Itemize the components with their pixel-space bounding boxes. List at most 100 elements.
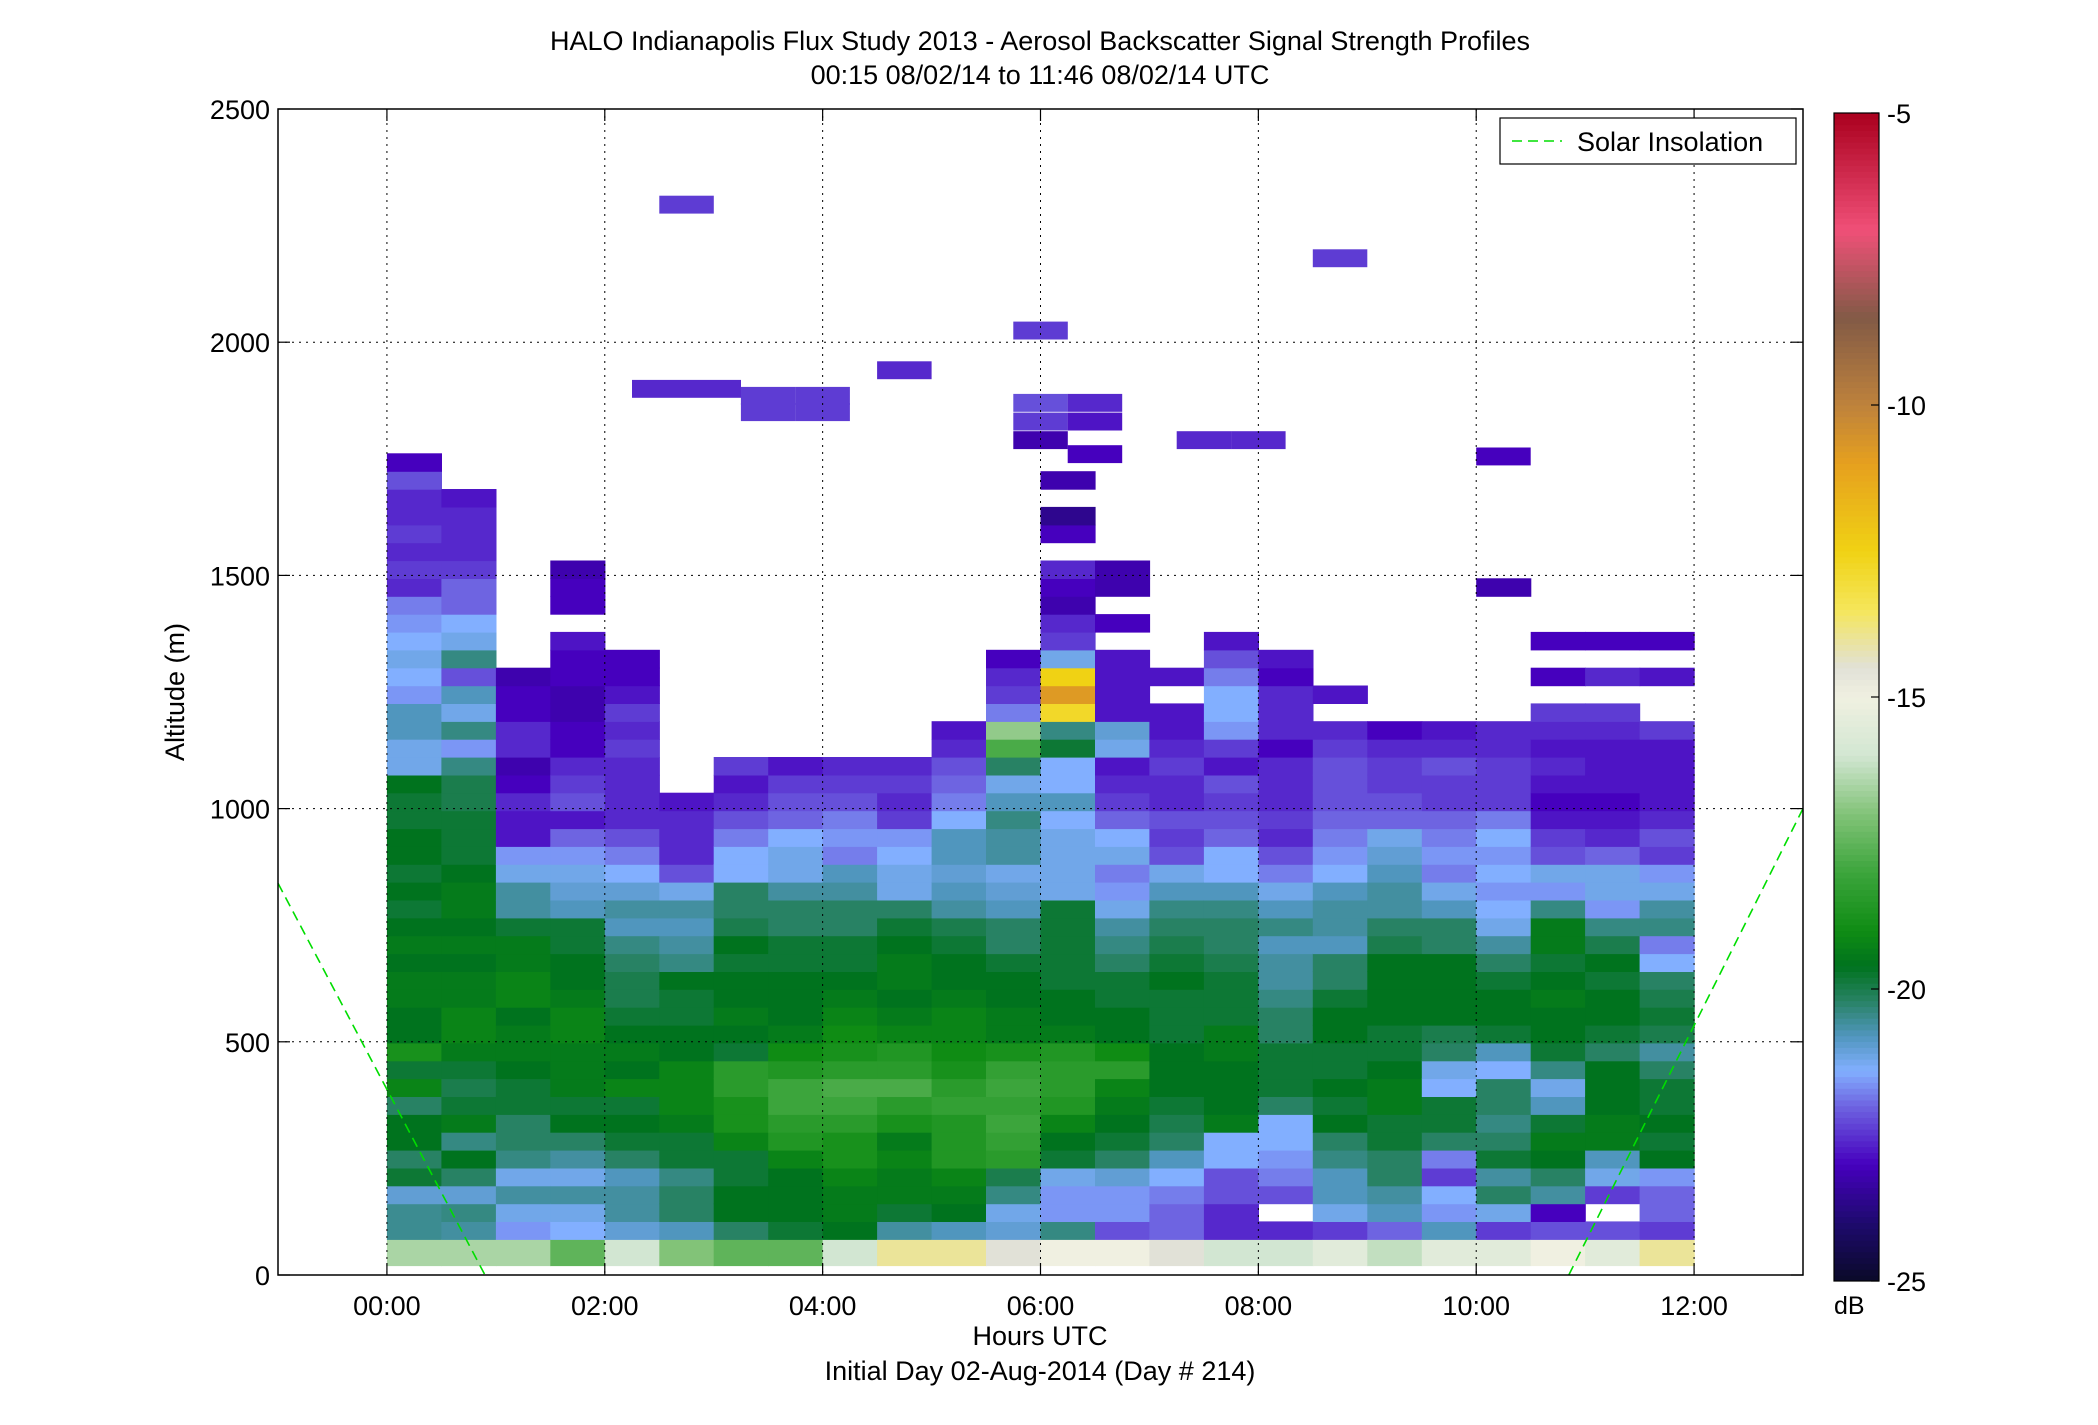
heatmap-cell	[495, 1024, 551, 1044]
heatmap-cell	[1367, 846, 1423, 865]
heatmap-cell	[1476, 971, 1532, 990]
heatmap-cell-surface	[1476, 1254, 1532, 1267]
heatmap-cell	[1095, 899, 1151, 919]
colorbar-swatch	[1834, 1181, 1879, 1189]
heatmap-cell	[386, 596, 442, 615]
heatmap-cell	[1040, 614, 1096, 633]
heatmap-cell	[1530, 739, 1586, 758]
heatmap-cell-isolated	[1013, 431, 1068, 450]
heatmap-cell	[931, 971, 987, 990]
colorbar-swatch	[1834, 866, 1879, 873]
heatmap-cell	[1639, 953, 1695, 972]
colorbar-swatch	[1834, 743, 1879, 751]
heatmap-cell	[550, 899, 606, 919]
heatmap-cell	[1203, 989, 1259, 1008]
heatmap-cell	[986, 792, 1042, 812]
heatmap-cell	[495, 917, 551, 937]
heatmap-cell	[1149, 1132, 1205, 1151]
heatmap-cell	[1095, 810, 1151, 830]
heatmap-cell	[1203, 667, 1259, 687]
heatmap-cell	[931, 1150, 987, 1169]
heatmap-cell	[877, 899, 933, 919]
heatmap-cell	[495, 899, 551, 919]
heatmap-cell	[1095, 1042, 1151, 1062]
heatmap-cell	[713, 1114, 769, 1133]
heatmap-cell	[1367, 1203, 1423, 1222]
heatmap-cell	[550, 864, 606, 883]
heatmap-cell	[1040, 1203, 1096, 1222]
colorbar-swatch	[1834, 364, 1879, 371]
heatmap-cell	[1421, 810, 1477, 830]
heatmap-cell-isolated	[1312, 249, 1368, 268]
colorbar-swatch	[1834, 953, 1879, 961]
heatmap-cell	[1040, 596, 1096, 615]
heatmap-cell	[1585, 989, 1641, 1008]
colorbar-swatch	[1834, 1222, 1879, 1229]
heatmap-cell	[1095, 1132, 1151, 1151]
heatmap-cell	[1040, 703, 1096, 722]
colorbar-swatch	[1834, 1170, 1879, 1177]
heatmap-cell	[1258, 953, 1314, 972]
heatmap-cell	[659, 953, 715, 972]
heatmap-cell	[604, 1132, 660, 1151]
heatmap-cell	[1258, 649, 1314, 669]
heatmap-cell	[1095, 578, 1151, 597]
colorbar-swatch	[1834, 1199, 1879, 1206]
heatmap-cell	[386, 506, 442, 526]
colorbar-swatch	[1834, 480, 1879, 488]
heatmap-cell	[713, 864, 769, 883]
colorbar-swatch	[1834, 1216, 1879, 1224]
heatmap-cell	[1040, 739, 1096, 758]
colorbar-swatch	[1834, 241, 1879, 248]
heatmap-cell	[1149, 1007, 1205, 1026]
heatmap-cell	[1421, 774, 1477, 794]
heatmap-cell	[768, 828, 824, 847]
heatmap-cell	[1203, 1239, 1259, 1258]
heatmap-cell	[386, 1007, 442, 1026]
heatmap-cell	[1530, 1024, 1586, 1044]
heatmap-cell	[1639, 1096, 1695, 1115]
colorbar-swatch	[1834, 247, 1879, 254]
heatmap-cell	[877, 935, 933, 955]
heatmap-cell	[1639, 1203, 1695, 1222]
heatmap-cell	[1367, 792, 1423, 812]
heatmap-cell	[604, 792, 660, 812]
colorbar-swatch	[1834, 475, 1879, 482]
heatmap-cell	[495, 1078, 551, 1097]
colorbar-swatch	[1834, 697, 1879, 704]
colorbar-swatch	[1834, 533, 1879, 540]
heatmap-cell	[713, 1167, 769, 1187]
heatmap-cell	[550, 721, 606, 740]
heatmap-cell	[386, 1042, 442, 1062]
heatmap-cell	[931, 899, 987, 919]
heatmap-cell	[1040, 953, 1096, 972]
heatmap-cell	[441, 649, 497, 669]
heatmap-cell	[1639, 631, 1695, 651]
heatmap-cell	[877, 1042, 933, 1062]
heatmap-cell	[386, 774, 442, 794]
heatmap-cell	[1530, 1132, 1586, 1151]
heatmap-cell	[1312, 792, 1368, 812]
heatmap-cell	[1367, 757, 1423, 776]
heatmap-cell	[1040, 935, 1096, 955]
colorbar-swatch	[1834, 1076, 1879, 1083]
heatmap-cell	[986, 757, 1042, 776]
colorbar-swatch	[1834, 959, 1879, 967]
colorbar-swatch	[1834, 989, 1879, 996]
heatmap-cell	[659, 971, 715, 990]
heatmap-cell	[1367, 1185, 1423, 1205]
heatmap-cell	[495, 757, 551, 776]
heatmap-cell	[931, 935, 987, 955]
heatmap-cell	[495, 1150, 551, 1169]
heatmap-cell	[386, 739, 442, 758]
colorbar-swatch	[1834, 661, 1879, 669]
heatmap-cell	[931, 757, 987, 776]
colorbar-swatch	[1834, 171, 1879, 178]
colorbar-swatch	[1834, 218, 1879, 225]
colorbar-swatch	[1834, 223, 1879, 231]
heatmap-cell	[1639, 774, 1695, 794]
heatmap-cell	[1530, 631, 1586, 651]
heatmap-cell	[1258, 1007, 1314, 1026]
heatmap-cell	[1203, 774, 1259, 794]
colorbar-swatch	[1834, 1187, 1879, 1194]
